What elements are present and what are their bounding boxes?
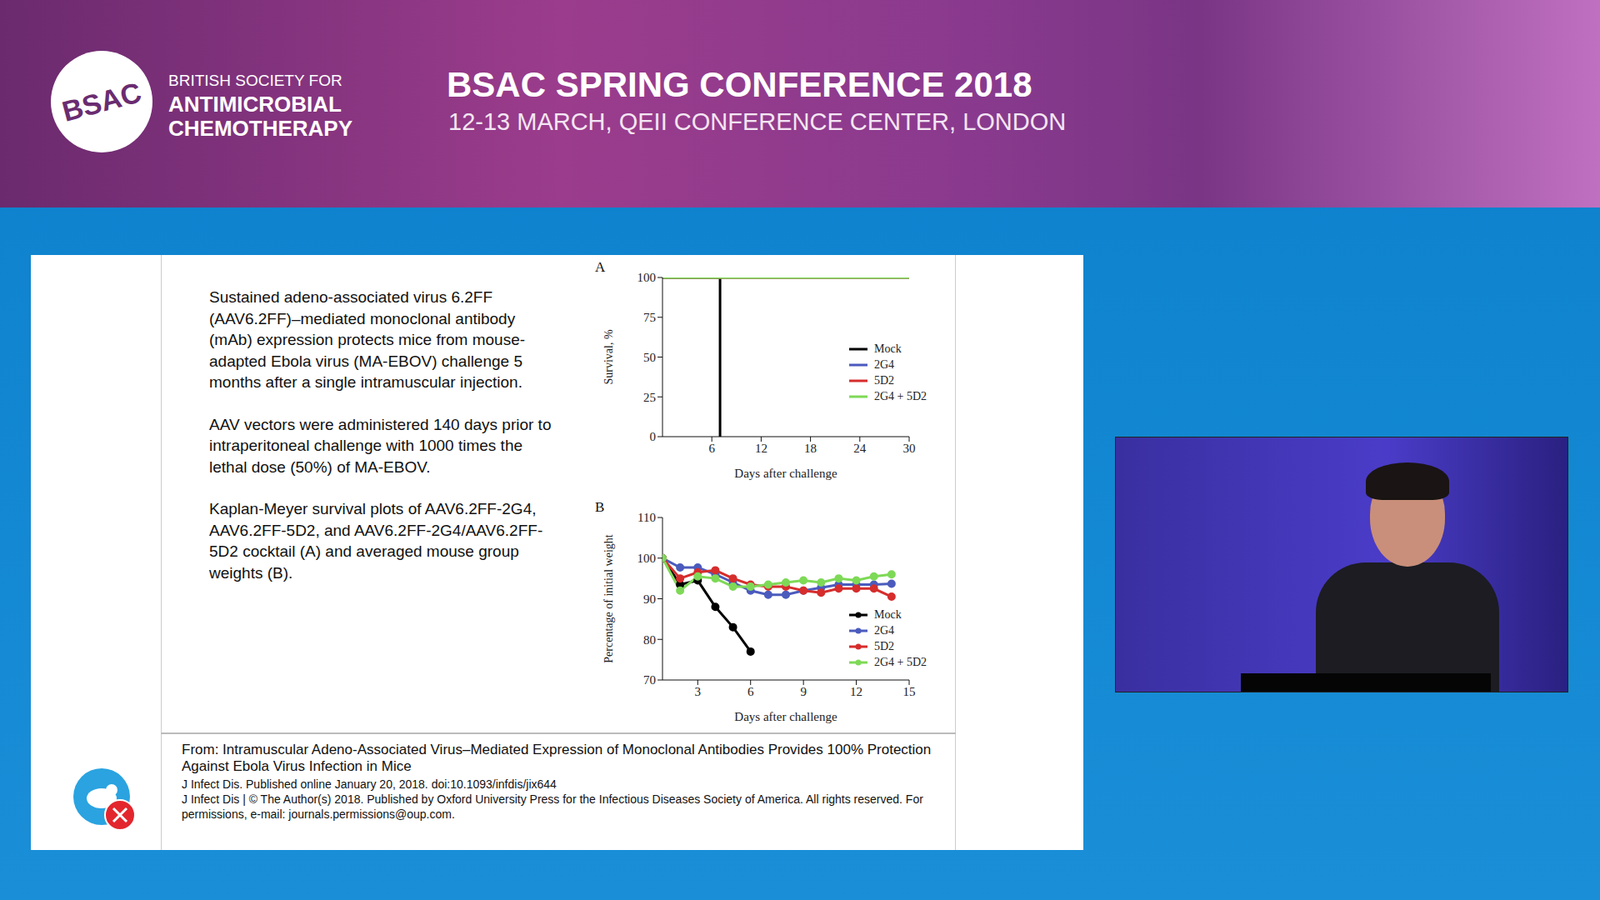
html-text:BSAC: BSAC <box>58 75 145 127</box>
html-text:Kaplan-Meyer survival plots of: Kaplan-Meyer survival plots of AAV6.2FF-… <box>209 500 543 582</box>
svg-text:Days after challenge: Days after challenge <box>734 466 838 480</box>
html-text:B: B <box>595 499 605 515</box>
html-text:ANTIMICROBIAL: ANTIMICROBIAL <box>168 91 342 117</box>
svg-text:18: 18 <box>804 441 817 455</box>
svg-text:70: 70 <box>643 673 656 687</box>
svg-text:0: 0 <box>650 430 657 444</box>
html-text:BSAC SPRING CONFERENCE 2018: BSAC SPRING CONFERENCE 2018 <box>446 65 1033 105</box>
svg-text:25: 25 <box>643 390 656 405</box>
html-text:5D2: 5D2 <box>874 639 895 653</box>
html-text:Sustained adeno-associated vir: Sustained adeno-associated virus 6.2FF (… <box>209 288 526 391</box>
svg-text:3: 3 <box>695 685 702 699</box>
svg-text:75: 75 <box>643 310 656 325</box>
svg-text:Survival, %: Survival, % <box>602 329 615 385</box>
html-text:From: Intramuscular Adeno-Asso: From: Intramuscular Adeno-Associated Vir… <box>181 741 932 775</box>
svg-text:Percentage of initial weight: Percentage of initial weight <box>602 534 615 663</box>
svg-text:110: 110 <box>637 510 656 525</box>
html-text:2G4 + 5D2: 2G4 + 5D2 <box>874 389 927 403</box>
html-text:Mock: Mock <box>874 342 902 355</box>
svg-text:24: 24 <box>853 441 867 455</box>
html-text:BRITISH SOCIETY FOR: BRITISH SOCIETY FOR <box>168 71 343 90</box>
svg-text:100: 100 <box>637 551 657 565</box>
html-text:J Infect Dis | © The Author(s): J Infect Dis | © The Author(s) 2018. Pub… <box>181 792 924 821</box>
html-text:Mock: Mock <box>874 608 902 621</box>
html-text:CHEMOTHERAPY: CHEMOTHERAPY <box>168 115 353 141</box>
svg-text:6: 6 <box>747 685 755 699</box>
html-text:5D2: 5D2 <box>874 374 895 387</box>
html-text:12-13 MARCH, QEII CONFERENCE C: 12-13 MARCH, QEII CONFERENCE CENTER, LON… <box>448 108 1066 135</box>
svg-text:6: 6 <box>708 441 715 455</box>
svg-text:Days after challenge: Days after challenge <box>734 710 838 724</box>
svg-text:50: 50 <box>643 350 656 365</box>
svg-text:12: 12 <box>850 685 863 699</box>
svg-text:15: 15 <box>903 685 916 699</box>
svg-text:9: 9 <box>800 685 807 699</box>
html-text:2G4 + 5D2: 2G4 + 5D2 <box>874 655 927 669</box>
svg-text:30: 30 <box>903 441 916 455</box>
svg-text:12: 12 <box>755 441 768 455</box>
html-text:A: A <box>595 259 606 275</box>
html-text:2G4: 2G4 <box>874 358 895 371</box>
html-text:AAV vectors were administered: AAV vectors were administered 140 days p… <box>209 415 552 476</box>
svg-text:90: 90 <box>643 592 656 606</box>
html-text:2G4: 2G4 <box>874 624 895 637</box>
html-text:J Infect Dis. Published online: J Infect Dis. Published online January 2… <box>181 777 557 791</box>
svg-text:100: 100 <box>637 270 657 285</box>
svg-text:80: 80 <box>643 633 656 647</box>
